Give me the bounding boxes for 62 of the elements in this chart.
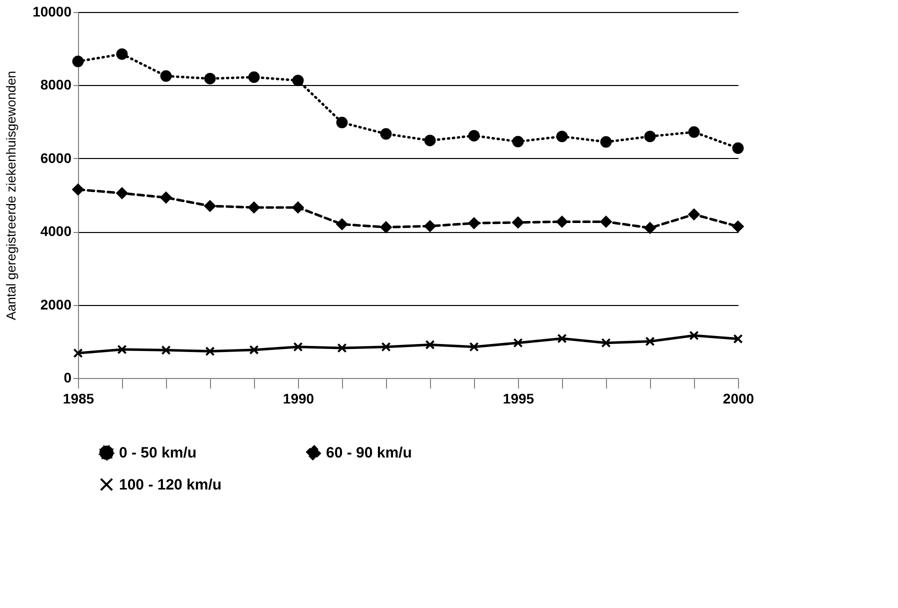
point [601,338,611,348]
y-tick-label: 2000 [40,296,72,312]
point [512,136,524,148]
x-tick-label: 2000 [722,390,754,406]
point [117,344,127,354]
point [732,220,744,232]
point [337,343,347,353]
point [645,336,655,346]
point [380,221,392,233]
point [556,130,568,142]
point [160,192,172,204]
point [204,72,216,84]
point [424,134,436,146]
point [733,334,743,344]
point [248,202,260,214]
point [72,184,84,196]
point [336,116,348,128]
point [469,342,479,352]
point [380,128,392,140]
y-tick-label: 6000 [40,150,72,166]
point [468,130,480,142]
point [557,334,567,344]
point [424,220,436,232]
x-tick-label: 1990 [282,390,314,406]
y-tick-label: 8000 [40,76,72,93]
legend-label: 60 - 90 km/u [326,444,412,462]
point [116,48,128,60]
y-axis-title: Aantal geregistreerde ziekenhuisgewonden [4,70,19,320]
point [468,217,480,229]
point [688,126,700,138]
y-tick-label: 0 [64,370,72,386]
point [688,208,700,220]
point [116,187,128,199]
y-tick-label: 10000 [32,4,72,20]
point [336,218,348,230]
point [73,348,83,358]
point [556,216,568,228]
point [732,142,744,154]
point [644,222,656,234]
x-tick-label: 1995 [502,390,534,406]
point [72,56,84,68]
point [293,342,303,352]
legend-label: 0 - 50 km/u [119,444,197,462]
point [161,345,171,355]
point [160,70,172,82]
point [249,345,259,355]
point [600,216,612,228]
point [381,342,391,352]
legend-label: 100 - 120 km/u [119,476,222,494]
point [205,346,215,356]
point [292,74,304,86]
point [248,71,260,83]
point [204,200,216,212]
x-tick-label: 1985 [62,390,94,406]
point [689,330,699,340]
point [513,338,523,348]
point [425,340,435,350]
point [512,216,524,228]
y-tick-label: 4000 [40,223,72,240]
point [600,136,612,148]
point [292,202,304,214]
point [644,130,656,142]
